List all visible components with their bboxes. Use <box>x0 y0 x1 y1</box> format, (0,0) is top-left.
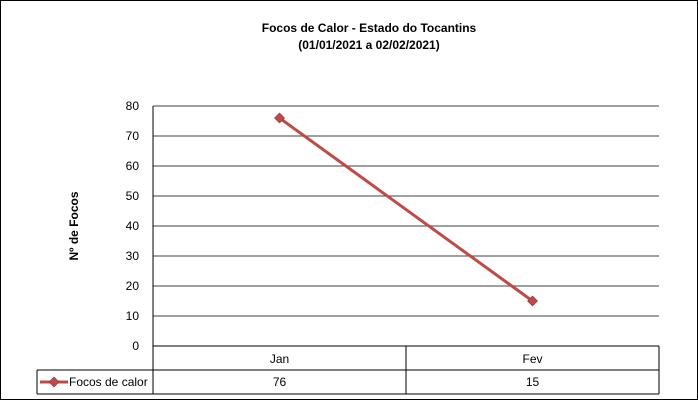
data-point-marker <box>274 112 285 124</box>
y-tick-label: 50 <box>126 189 140 203</box>
y-axis-label: Nº de Focos <box>67 191 81 260</box>
chart-title: Focos de Calor - Estado do Tocantins <box>262 21 477 35</box>
data-table: Jan Fev Focos de calor 76 15 <box>36 345 660 395</box>
y-tick-label: 30 <box>126 249 140 263</box>
data-point-marker <box>527 295 538 307</box>
gridlines <box>153 105 659 347</box>
y-tick-label: 40 <box>126 219 140 233</box>
y-tick-label: 0 <box>132 339 139 353</box>
table-cell: 15 <box>526 375 540 389</box>
table-cell: 76 <box>273 375 287 389</box>
x-tick-label: Fev <box>522 352 542 366</box>
x-tick-label: Jan <box>270 352 289 366</box>
chart-subtitle: (01/01/2021 a 02/02/2021) <box>298 38 439 52</box>
y-tick-labels: 0 10 20 30 40 50 60 70 80 <box>126 99 140 353</box>
y-tick-label: 20 <box>126 279 140 293</box>
y-tick-label: 70 <box>126 129 140 143</box>
series-layer <box>274 112 538 307</box>
legend-key-marker <box>48 376 60 388</box>
y-tick-label: 10 <box>126 309 140 323</box>
y-tick-label: 80 <box>126 99 140 113</box>
series-line <box>278 116 534 303</box>
legend-label: Focos de calor <box>69 375 148 389</box>
y-tick-label: 60 <box>126 159 140 173</box>
